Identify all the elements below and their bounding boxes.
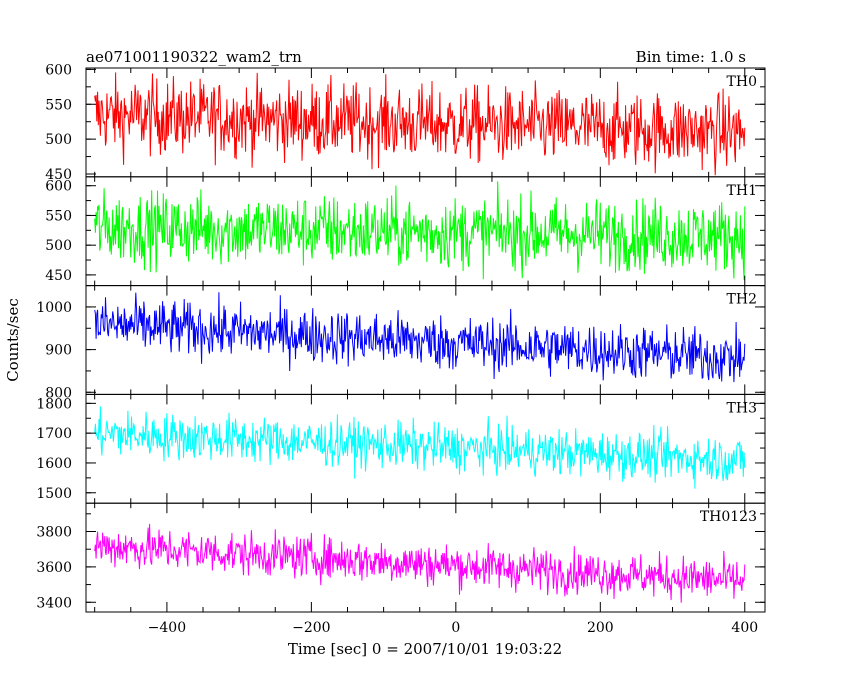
- y-tick-label: 500: [45, 238, 72, 254]
- y-tick-label: 1700: [36, 426, 72, 442]
- y-tick-label: 900: [45, 343, 72, 359]
- series-th2: [94, 292, 746, 383]
- y-tick-label: 600: [45, 179, 72, 195]
- panel-th0: 450 500 550 600 TH0: [45, 62, 766, 183]
- panel-th0123: 3400 3600 3800 TH0123: [36, 502, 766, 613]
- series-th3: [94, 406, 746, 489]
- x-tick-label: 200: [587, 620, 614, 636]
- panel-name-label: TH3: [727, 400, 757, 416]
- panel-name-label: TH0: [727, 74, 757, 90]
- series-th0: [94, 72, 746, 176]
- y-tick-label: 450: [45, 167, 72, 183]
- panel-name-label: TH0123: [700, 509, 757, 525]
- y-tick-label: 1600: [36, 456, 72, 472]
- series-th1: [94, 181, 746, 280]
- bin-time-label: Bin time: 1.0 s: [636, 48, 746, 66]
- panel-th1: 450 500 550 600 TH1: [45, 176, 766, 287]
- x-tick-label: −400: [148, 620, 186, 636]
- series-th0123: [94, 523, 746, 603]
- panel-frame: [85, 285, 766, 395]
- y-tick-label: 1800: [36, 396, 72, 412]
- x-tick-label: 0: [451, 620, 460, 636]
- x-tick-label: −200: [292, 620, 330, 636]
- panel-name-label: TH2: [727, 292, 757, 308]
- y-axis-label: Counts/sec: [4, 298, 22, 382]
- y-tick-label: 450: [45, 268, 72, 284]
- y-tick-label: 3800: [36, 525, 72, 541]
- panel-th2: 800 900 1000 TH2: [36, 285, 766, 401]
- y-tick-label: 3600: [36, 560, 72, 576]
- y-tick-label: 1000: [36, 300, 72, 316]
- x-axis-label: Time [sec] 0 = 2007/10/01 19:03:22: [288, 640, 562, 658]
- y-tick-label: 550: [45, 208, 72, 224]
- panels-group: 450 500 550 600 TH0 450 500 550 600 TH1 800 900 1000…: [36, 62, 766, 613]
- y-tick-label: 800: [45, 385, 72, 401]
- x-axis: −400 −200 0 200 400: [148, 620, 758, 636]
- y-tick-label: 500: [45, 132, 72, 148]
- chart-title: ae071001190322_wam2_trn: [86, 48, 302, 66]
- x-tick-label: 400: [731, 620, 758, 636]
- panel-th3: 1500 1600 1700 1800 TH3: [36, 393, 766, 504]
- y-tick-label: 600: [45, 62, 72, 78]
- panel-frame: [85, 67, 766, 178]
- y-tick-label: 1500: [36, 486, 72, 502]
- y-tick-label: 550: [45, 97, 72, 113]
- panel-name-label: TH1: [727, 183, 757, 199]
- panel-frame: [85, 502, 766, 613]
- y-tick-label: 3400: [36, 595, 72, 611]
